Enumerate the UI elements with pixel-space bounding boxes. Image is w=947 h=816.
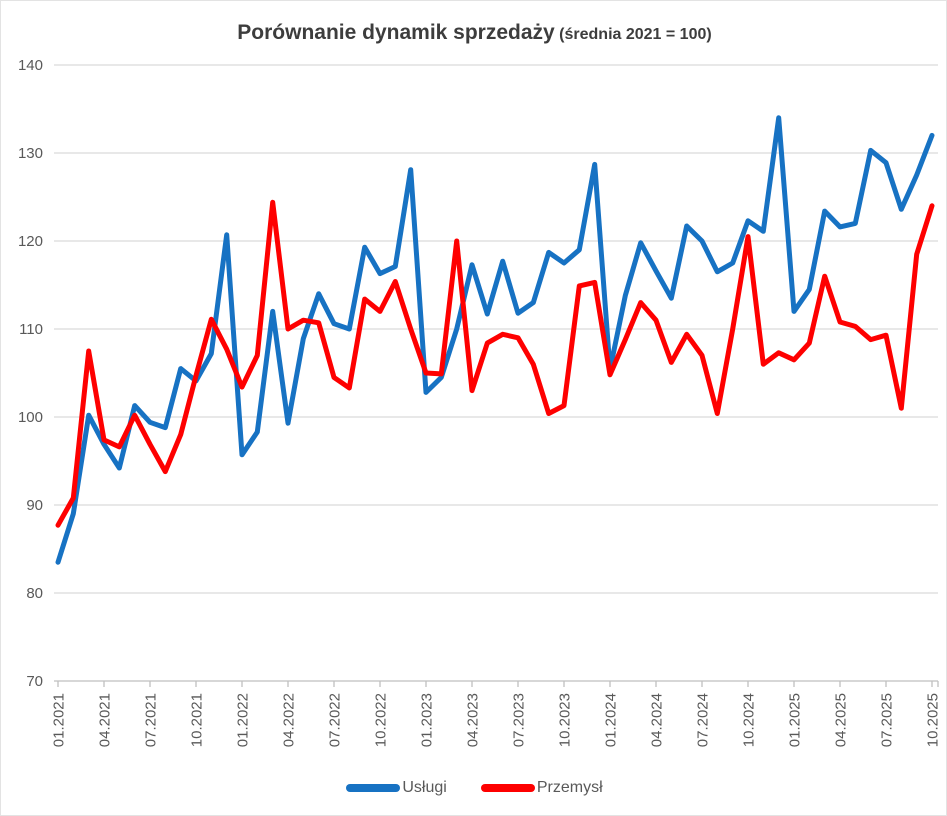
legend-swatch-uslugi [346, 784, 401, 792]
chart-legend: Usługi Przemysł [1, 779, 946, 797]
x-tick-label: 04.2022 [280, 693, 297, 747]
y-tick-label: 120 [18, 233, 43, 250]
x-tick-label: 04.2024 [648, 693, 665, 747]
chart-title-main: Porównanie dynamik sprzedaży [237, 21, 555, 44]
x-tick-label: 04.2021 [96, 693, 113, 747]
y-tick-label: 90 [26, 497, 43, 514]
x-tick-label: 10.2024 [740, 693, 757, 747]
x-tick-label: 10.2022 [372, 693, 389, 747]
x-tick-label: 07.2023 [510, 693, 527, 747]
y-tick-label: 130 [18, 145, 43, 162]
x-tick-label: 04.2023 [464, 693, 481, 747]
x-tick-label: 10.2025 [924, 693, 941, 747]
y-tick-label: 100 [18, 409, 43, 426]
x-tick-label: 07.2025 [878, 693, 895, 747]
legend-label-uslugi: Usługi [402, 779, 447, 796]
legend-swatch-przemysl [480, 784, 535, 792]
x-tick-label: 01.2021 [50, 693, 67, 747]
y-tick-label: 110 [19, 321, 43, 338]
x-tick-label: 10.2023 [556, 693, 573, 747]
x-tick-label: 07.2024 [694, 693, 711, 747]
chart-title: Porównanie dynamik sprzedaży (średnia 20… [1, 21, 946, 45]
x-tick-label: 01.2025 [786, 693, 803, 747]
legend-item-uslugi: Usługi [346, 779, 447, 797]
series-line-przemysl [55, 199, 935, 528]
x-tick-label: 01.2024 [602, 693, 619, 747]
x-tick-label: 01.2022 [234, 693, 251, 747]
y-tick-label: 140 [18, 57, 43, 74]
series-line-uslugi [55, 115, 935, 565]
x-tick-label: 07.2021 [142, 693, 159, 747]
y-tick-label: 70 [26, 673, 43, 690]
x-tick-label: 01.2023 [418, 693, 435, 747]
x-tick-label: 07.2022 [326, 693, 343, 747]
legend-item-przemysl: Przemysł [480, 779, 603, 797]
x-tick-label: 04.2025 [832, 693, 849, 747]
x-tick-label: 10.2021 [188, 693, 205, 747]
legend-label-przemysl: Przemysł [536, 779, 603, 796]
y-tick-label: 80 [26, 585, 43, 602]
chart-title-suffix: (średnia 2021 = 100) [554, 26, 712, 43]
